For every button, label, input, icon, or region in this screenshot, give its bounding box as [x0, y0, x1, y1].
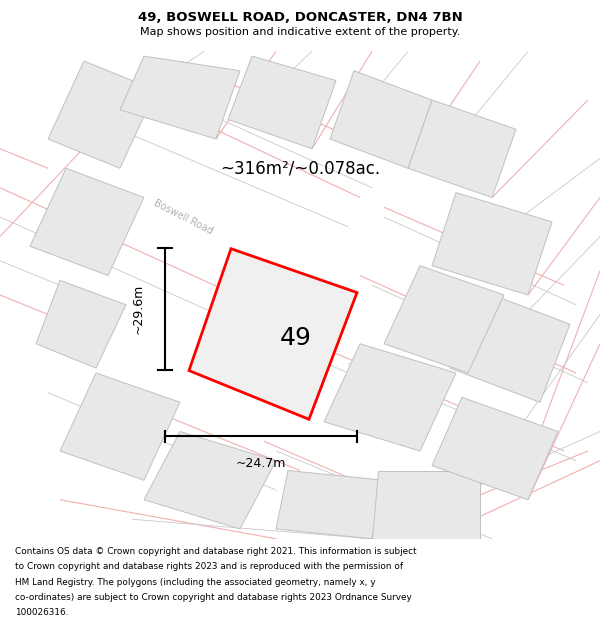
- Text: ~24.7m: ~24.7m: [236, 457, 286, 470]
- Polygon shape: [30, 168, 144, 276]
- Text: to Crown copyright and database rights 2023 and is reproduced with the permissio: to Crown copyright and database rights 2…: [15, 562, 403, 571]
- Polygon shape: [372, 471, 480, 539]
- Text: HM Land Registry. The polygons (including the associated geometry, namely x, y: HM Land Registry. The polygons (includin…: [15, 578, 376, 586]
- Polygon shape: [384, 266, 504, 373]
- Polygon shape: [189, 249, 357, 419]
- Text: 49, BOSWELL ROAD, DONCASTER, DN4 7BN: 49, BOSWELL ROAD, DONCASTER, DN4 7BN: [137, 11, 463, 24]
- Text: Contains OS data © Crown copyright and database right 2021. This information is : Contains OS data © Crown copyright and d…: [15, 548, 416, 556]
- Polygon shape: [60, 373, 180, 480]
- Text: 100026316.: 100026316.: [15, 608, 68, 617]
- Polygon shape: [450, 290, 570, 402]
- Text: ~29.6m: ~29.6m: [131, 284, 145, 334]
- Polygon shape: [276, 471, 384, 539]
- Text: Boswell Road: Boswell Road: [152, 198, 214, 236]
- Polygon shape: [48, 61, 156, 168]
- Text: ~316m²/~0.078ac.: ~316m²/~0.078ac.: [220, 159, 380, 177]
- Polygon shape: [432, 192, 552, 295]
- Text: 49: 49: [280, 326, 311, 349]
- Polygon shape: [408, 100, 516, 198]
- Text: co-ordinates) are subject to Crown copyright and database rights 2023 Ordnance S: co-ordinates) are subject to Crown copyr…: [15, 592, 412, 602]
- Polygon shape: [324, 344, 456, 451]
- Text: Map shows position and indicative extent of the property.: Map shows position and indicative extent…: [140, 27, 460, 37]
- Polygon shape: [36, 281, 126, 368]
- Polygon shape: [228, 56, 336, 149]
- Polygon shape: [432, 398, 558, 500]
- Polygon shape: [120, 56, 240, 139]
- Polygon shape: [330, 71, 432, 168]
- Polygon shape: [144, 431, 276, 529]
